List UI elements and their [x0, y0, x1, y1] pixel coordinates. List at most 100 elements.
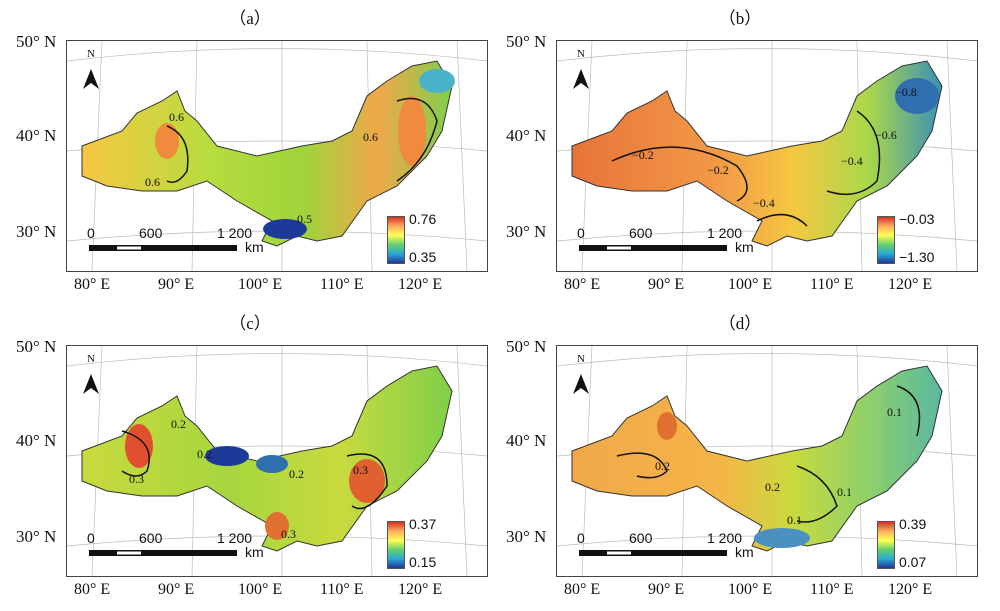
- contour-line: [896, 385, 921, 437]
- north-arrow-icon: N: [573, 353, 589, 394]
- hotspot: [256, 455, 288, 473]
- hotspot: [205, 446, 249, 466]
- svg-text:0.2: 0.2: [289, 467, 304, 481]
- hotspot: [263, 219, 307, 239]
- lat-label: 40° N: [506, 126, 547, 145]
- svg-text:−0.2: −0.2: [632, 148, 654, 162]
- legend-colorbar: [877, 216, 895, 264]
- lon-label: 80° E: [564, 581, 601, 598]
- lat-label: 30° N: [506, 222, 547, 241]
- svg-text:0.1: 0.1: [887, 405, 902, 419]
- contour-label: 0.6: [145, 175, 160, 189]
- scale-bar: [579, 550, 727, 556]
- lon-label: 80° E: [74, 276, 111, 293]
- panel-a: （a） 50° N 40° N 30° N 0.6 0.6: [0, 0, 500, 305]
- hotspot: [349, 459, 385, 503]
- svg-text:0.2: 0.2: [765, 480, 780, 494]
- north-arrow-icon: N: [573, 48, 589, 89]
- contour-line: [611, 146, 748, 202]
- legend-min: 0.35: [409, 249, 437, 265]
- lon-label: 90° E: [648, 276, 685, 293]
- lon-label: 90° E: [648, 581, 685, 598]
- lat-label: 50° N: [506, 32, 547, 51]
- contour-line: [396, 97, 438, 182]
- map-frame: −0.2 −0.2 −0.4 −0.6 −0.8 −0.4 N 0 600 1 …: [556, 40, 978, 272]
- contour-label: 0.6: [363, 130, 378, 144]
- contour-line: [121, 430, 150, 477]
- svg-text:−0.4: −0.4: [841, 154, 863, 168]
- legend-max: 0.37: [409, 516, 437, 532]
- lon-label: 110° E: [810, 581, 854, 598]
- svg-text:0.1: 0.1: [787, 513, 802, 527]
- lon-label: 120° E: [398, 276, 443, 293]
- panel-title: （b）: [718, 9, 762, 28]
- lat-label: 50° N: [16, 337, 57, 356]
- map-frame: 0.6 0.6 0.6 0.5 N 0 600 1 200 km 0.76 0.…: [66, 40, 488, 272]
- lon-label: 110° E: [320, 276, 364, 293]
- svg-text:N: N: [577, 48, 585, 60]
- lon-label: 110° E: [320, 581, 364, 598]
- lat-label: 40° N: [16, 126, 57, 145]
- svg-text:−0.2: −0.2: [707, 163, 729, 177]
- hotspot: [398, 96, 426, 166]
- contour-line: [826, 110, 881, 196]
- hotspot: [419, 69, 455, 93]
- contour-label: 0.6: [169, 110, 184, 124]
- hotspot: [265, 512, 289, 540]
- hotspot: [754, 528, 810, 548]
- region-shape: [571, 60, 943, 247]
- panel-b: （b） 50° N 40° N 30° N −0.2 −0.2 −0.4: [490, 0, 990, 305]
- panel-title: （c）: [229, 314, 271, 333]
- scale-bar: [89, 550, 237, 556]
- legend-min: 0.07: [899, 554, 927, 570]
- lon-label: 120° E: [888, 581, 933, 598]
- scale-bar: [579, 245, 727, 251]
- svg-text:0.3: 0.3: [129, 472, 144, 486]
- lon-label: 120° E: [888, 276, 933, 293]
- lat-label: 50° N: [506, 337, 547, 356]
- hotspot: [657, 412, 677, 440]
- lon-label: 100° E: [238, 581, 283, 598]
- svg-text:0.3: 0.3: [281, 527, 296, 541]
- legend-min: −1.30: [899, 249, 935, 265]
- lat-label: 30° N: [506, 527, 547, 546]
- lon-label: 90° E: [158, 581, 195, 598]
- lon-label: 90° E: [158, 276, 195, 293]
- legend-max: −0.03: [899, 211, 935, 227]
- legend-max: 0.76: [409, 211, 437, 227]
- svg-text:−0.6: −0.6: [875, 128, 897, 142]
- svg-text:N: N: [87, 353, 95, 365]
- map-frame: 0.2 0.2 0.1 0.1 0.1 N 0 600 1 200 km 0.3…: [556, 345, 978, 577]
- lon-label: 120° E: [398, 581, 443, 598]
- contour-line: [166, 125, 189, 183]
- svg-text:0.2: 0.2: [655, 459, 670, 473]
- lon-label: 110° E: [810, 276, 854, 293]
- contour-line: [796, 465, 838, 523]
- legend-max: 0.39: [899, 516, 927, 532]
- region-shape: [81, 365, 453, 552]
- hotspot: [155, 123, 179, 159]
- legend-colorbar: [387, 521, 405, 569]
- map-frame: 0.2 0.2 0.3 0.2 0.3 0.3 N 0 600 1 200 km…: [66, 345, 488, 577]
- lon-label: 100° E: [728, 581, 773, 598]
- hotspot: [895, 78, 939, 114]
- lat-label: 50° N: [16, 32, 57, 51]
- north-arrow-icon: N: [83, 353, 99, 394]
- svg-text:0.2: 0.2: [197, 447, 212, 461]
- scale-bar: [89, 245, 237, 251]
- lon-label: 100° E: [728, 276, 773, 293]
- panel-title: （a）: [229, 9, 271, 28]
- region-shape: [81, 60, 453, 247]
- legend-min: 0.15: [409, 554, 437, 570]
- contour-line: [756, 213, 808, 227]
- lon-label: 80° E: [74, 581, 111, 598]
- lon-label: 100° E: [238, 276, 283, 293]
- legend-colorbar: [387, 216, 405, 264]
- svg-text:0.1: 0.1: [837, 485, 852, 499]
- region-map: −0.2 −0.2 −0.4 −0.6 −0.8 −0.4 N: [557, 41, 977, 271]
- contour-line: [616, 452, 668, 479]
- lat-label: 30° N: [16, 527, 57, 546]
- lat-label: 40° N: [16, 431, 57, 450]
- north-arrow-icon: N: [83, 48, 99, 89]
- svg-text:0.2: 0.2: [171, 417, 186, 431]
